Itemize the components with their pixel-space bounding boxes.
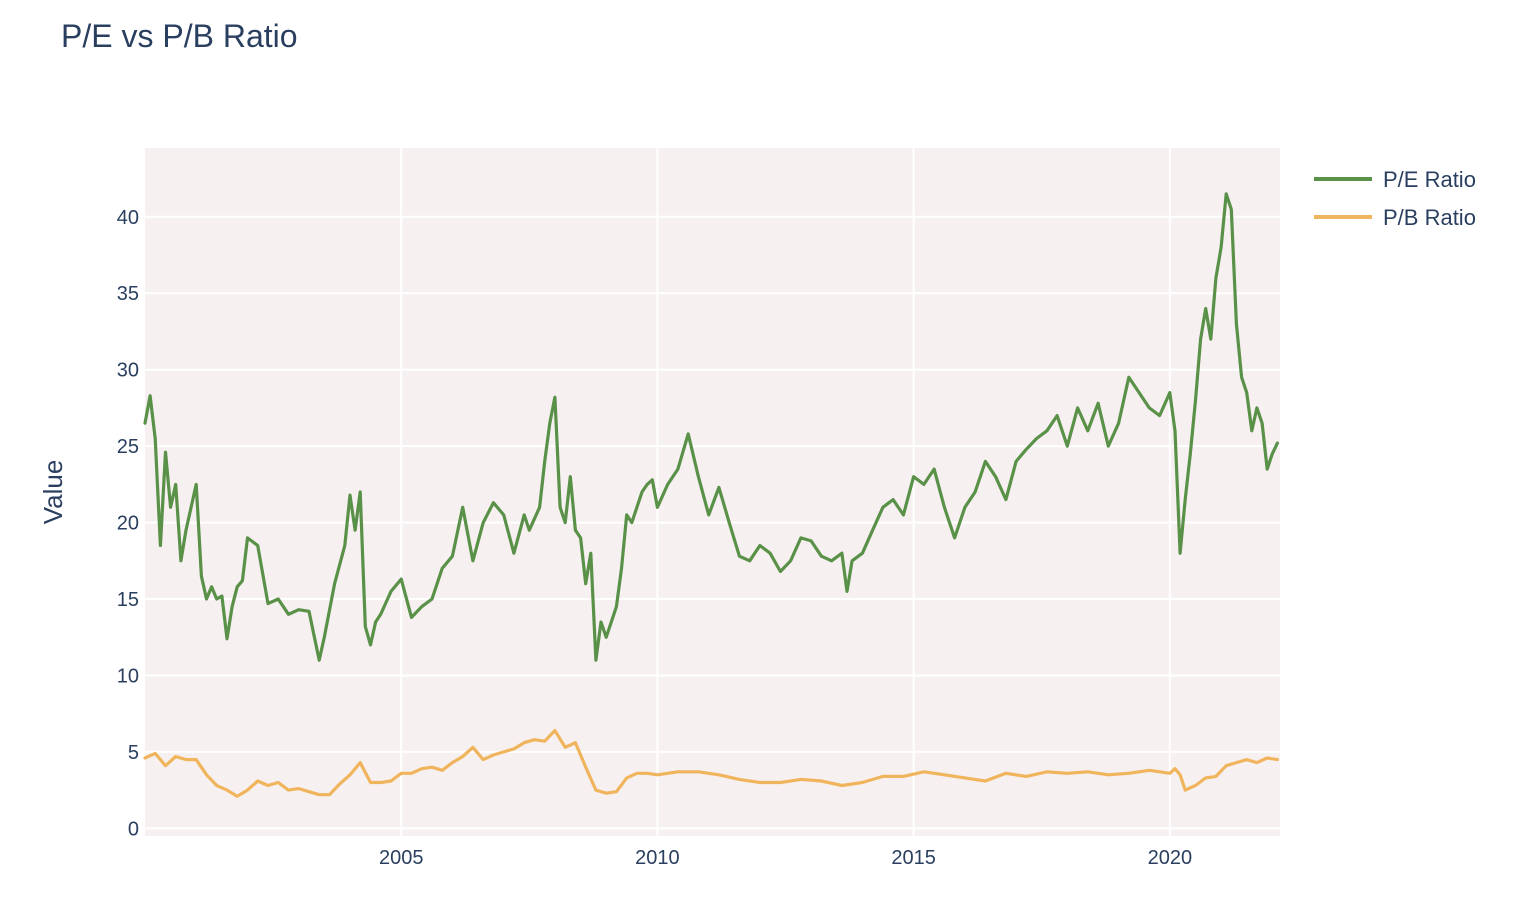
plot-area (145, 148, 1280, 836)
legend-item-pe-ratio[interactable]: P/E Ratio (1314, 167, 1476, 192)
series-lines (143, 192, 1280, 798)
series-line-pe-ratio (143, 192, 1280, 662)
x-tick-label: 2010 (635, 847, 680, 869)
legend-item-pb-ratio[interactable]: P/B Ratio (1314, 205, 1476, 230)
y-tick-label: 40 (117, 207, 139, 229)
legend-label: P/B Ratio (1383, 205, 1476, 230)
y-tick-label: 10 (117, 665, 139, 687)
grid (145, 148, 1280, 836)
y-axis: 0 5 10 15 20 25 30 35 40 (117, 207, 139, 841)
x-tick-label: 2015 (891, 847, 936, 869)
legend[interactable]: P/E Ratio P/B Ratio (1314, 167, 1476, 230)
y-axis-title: Value (38, 460, 68, 525)
legend-label: P/E Ratio (1383, 167, 1476, 192)
chart-title: P/E vs P/B Ratio (61, 18, 298, 54)
y-tick-label: 15 (117, 589, 139, 611)
y-tick-label: 30 (117, 360, 139, 382)
y-tick-label: 35 (117, 283, 139, 305)
y-tick-label: 25 (117, 436, 139, 458)
y-tick-label: 5 (128, 742, 139, 764)
x-tick-label: 2005 (379, 847, 424, 869)
y-tick-label: 20 (117, 513, 139, 535)
x-tick-label: 2020 (1148, 847, 1193, 869)
series-line-pb-ratio (143, 728, 1280, 798)
x-axis: 2005 2010 2015 2020 (379, 847, 1192, 869)
y-tick-label: 0 (128, 818, 139, 840)
